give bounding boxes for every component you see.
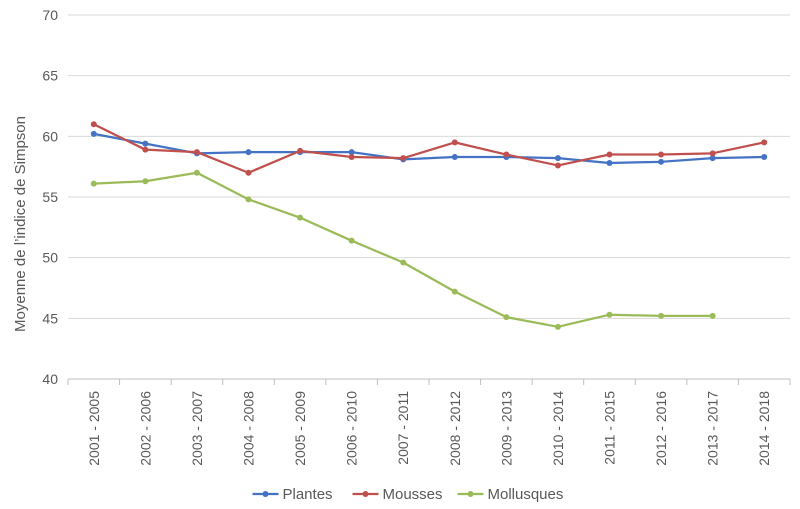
x-axis-ticks: 2001 - 2005 2002 - 2006 2003 - 2007 2004 - …	[86, 391, 772, 466]
y-axis-ticks: 40 45 50 55 60 65 70	[42, 7, 58, 387]
y-axis-title: Moyenne de l’indice de Simpson	[12, 116, 29, 332]
data-point-mollusques	[658, 312, 665, 319]
legend-item-plantes: Plantes	[252, 486, 333, 503]
series-mousses	[90, 121, 768, 176]
y-tick-label: 70	[42, 7, 58, 23]
legend-label-mousses: Mousses	[383, 486, 443, 503]
legend-item-mousses: Mousses	[352, 486, 443, 503]
legend-label-mollusques: Mollusques	[488, 486, 564, 503]
data-point-mollusques	[142, 178, 149, 185]
x-tick-label: 2009 - 2013	[498, 391, 514, 466]
x-axis	[67, 378, 791, 385]
data-point-mousses	[245, 169, 252, 176]
legend-label-plantes: Plantes	[283, 486, 333, 503]
x-tick-label: 2005 - 2009	[292, 391, 308, 466]
data-point-mollusques	[451, 288, 458, 295]
x-tick-label: 2003 - 2007	[189, 391, 205, 466]
series-lines	[90, 121, 768, 330]
data-point-plantes	[245, 149, 252, 156]
legend-marker-mousses	[362, 491, 369, 497]
series-mollusques	[90, 169, 716, 330]
x-tick-label: 2012 - 2016	[653, 391, 669, 466]
data-point-plantes	[348, 149, 355, 156]
y-tick-label: 60	[42, 128, 58, 144]
legend-marker-mollusques	[467, 491, 474, 497]
x-tick-label: 2014 - 2018	[756, 391, 772, 466]
data-point-mollusques	[297, 214, 304, 221]
y-tick-label: 65	[42, 68, 58, 84]
data-point-plantes	[90, 130, 97, 137]
data-point-plantes	[451, 153, 458, 160]
data-point-mousses	[554, 162, 561, 169]
data-point-plantes	[142, 140, 149, 147]
series-line-mollusques	[92, 171, 714, 328]
x-tick-label: 2007 - 2011	[395, 391, 411, 465]
gridlines	[68, 14, 790, 319]
data-point-mollusques	[554, 323, 561, 330]
data-point-mousses	[193, 149, 200, 156]
y-tick-label: 45	[42, 310, 58, 326]
data-point-mollusques	[245, 196, 252, 203]
series-line-plantes	[92, 132, 766, 165]
series-line-mousses	[92, 123, 766, 174]
data-point-mousses	[709, 150, 716, 157]
data-point-mollusques	[709, 312, 716, 319]
data-point-plantes	[658, 158, 665, 165]
data-point-mousses	[400, 155, 407, 162]
x-tick-label: 2011 - 2015	[602, 391, 618, 465]
x-tick-label: 2006 - 2010	[344, 391, 360, 466]
data-point-plantes	[709, 155, 716, 162]
x-tick-label: 2001 - 2005	[86, 391, 102, 466]
data-point-mollusques	[503, 314, 510, 321]
y-tick-label: 55	[42, 189, 58, 205]
x-tick-label: 2008 - 2012	[447, 391, 463, 466]
legend-item-mollusques: Mollusques	[457, 486, 564, 503]
data-point-mousses	[90, 121, 97, 128]
x-tick-label: 2002 - 2006	[137, 391, 153, 466]
data-point-mousses	[606, 151, 613, 158]
data-point-mousses	[142, 146, 149, 153]
data-point-mousses	[503, 151, 510, 158]
data-point-mousses	[761, 139, 768, 146]
data-point-mollusques	[606, 311, 613, 318]
data-point-mollusques	[193, 169, 200, 176]
data-point-plantes	[761, 153, 768, 160]
data-point-mousses	[297, 147, 304, 154]
data-point-mollusques	[400, 259, 407, 266]
data-point-mousses	[348, 153, 355, 160]
y-tick-label: 50	[42, 250, 58, 266]
y-tick-label: 40	[42, 371, 58, 387]
data-point-plantes	[606, 160, 613, 167]
x-tick-label: 2013 - 2017	[705, 391, 721, 466]
legend: Plantes Mousses Mollusques	[252, 486, 564, 503]
x-tick-label: 2010 - 2014	[550, 391, 566, 466]
data-point-mollusques	[348, 237, 355, 244]
data-point-plantes	[554, 155, 561, 162]
data-point-mousses	[451, 139, 458, 146]
legend-marker-plantes	[262, 491, 269, 497]
data-point-mollusques	[90, 180, 97, 187]
x-tick-label: 2004 - 2008	[241, 391, 257, 466]
data-point-mousses	[658, 151, 665, 158]
